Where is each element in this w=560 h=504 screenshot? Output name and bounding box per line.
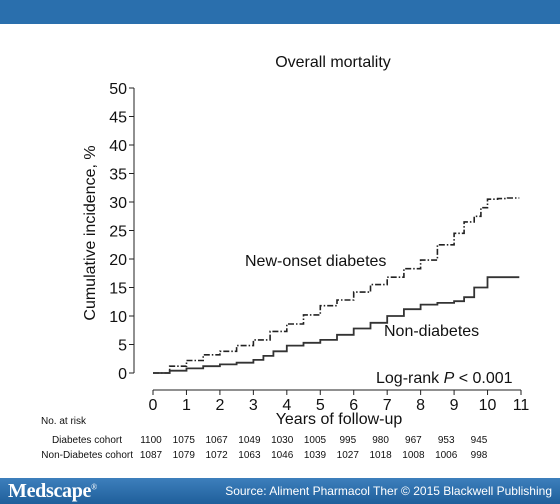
x-tick-label: 8: [416, 397, 425, 414]
y-tick-label: 10: [109, 309, 127, 326]
header-bar: [0, 0, 560, 24]
risk-row-label-non-diabetes: Non-Diabetes cohort: [41, 450, 133, 461]
risk-table-cell: 1039: [304, 450, 327, 461]
x-tick-label: 4: [282, 397, 291, 414]
chart-title: Overall mortality: [275, 54, 391, 71]
series-label-non-diabetes: Non-diabetes: [384, 323, 479, 340]
y-tick-label: 30: [109, 195, 127, 212]
x-tick-label: 7: [383, 397, 392, 414]
y-axis-label: Cumulative incidence, %: [82, 145, 99, 320]
risk-table-cell: 1100: [140, 435, 162, 446]
x-tick-label: 2: [215, 397, 224, 414]
risk-table-header: No. at risk: [41, 416, 87, 427]
x-tick-label: 11: [513, 397, 530, 414]
medscape-logo[interactable]: Medscape®: [8, 480, 97, 502]
log-rank-annotation: Log-rank P < 0.001: [376, 370, 513, 387]
y-tick-label: 35: [109, 167, 127, 184]
source-credit: Source: Aliment Pharmacol Ther © 2015 Bl…: [225, 484, 552, 498]
risk-table-cell: 953: [438, 435, 455, 446]
y-tick-label: 0: [118, 366, 127, 383]
x-tick-label: 6: [349, 397, 358, 414]
x-tick-label: 5: [316, 397, 325, 414]
risk-table-cell: 1008: [402, 450, 425, 461]
risk-table-cell: 998: [471, 450, 488, 461]
risk-table-cell: 1087: [140, 450, 163, 461]
y-tick-label: 45: [109, 110, 127, 127]
x-axis-label: Years of follow-up: [276, 411, 403, 428]
risk-table-values: 1100 1075 1067 1049 1030 1005 995 980 967 953 945 1…: [140, 435, 488, 461]
x-tick-label: 0: [149, 397, 158, 414]
y-tick-label: 20: [109, 252, 127, 269]
y-tick-label: 5: [118, 338, 127, 355]
risk-table-cell: 1063: [238, 450, 261, 461]
risk-table-cell: 1072: [205, 450, 228, 461]
risk-row-label-diabetes: Diabetes cohort: [52, 435, 122, 446]
series-line-non-diabetes: [153, 276, 520, 374]
risk-table-cell: 1030: [271, 435, 294, 446]
series-line-new-onset-diabetes: [153, 197, 520, 374]
header-rule: [0, 24, 560, 26]
risk-table-cell: 1027: [337, 450, 360, 461]
risk-table-cell: 1005: [304, 435, 327, 446]
footer-bar: Medscape® Source: Aliment Pharmacol Ther…: [0, 478, 560, 504]
risk-table-cell: 1067: [205, 435, 228, 446]
x-tick-label: 9: [450, 397, 459, 414]
y-tick-label: 15: [109, 281, 127, 298]
risk-table-cell: 1075: [173, 435, 196, 446]
risk-table-cell: 945: [471, 435, 488, 446]
y-tick-label: 25: [109, 224, 127, 241]
risk-table-cell: 1006: [435, 450, 458, 461]
x-tick-label: 1: [182, 397, 191, 414]
risk-table-cell: 980: [372, 435, 389, 446]
risk-table-cell: 967: [405, 435, 422, 446]
y-tick-label: 50: [109, 81, 127, 98]
y-tick-label: 40: [109, 138, 127, 155]
risk-table-cell: 1018: [369, 450, 392, 461]
risk-table-cell: 1049: [238, 435, 261, 446]
risk-table-cell: 1079: [173, 450, 196, 461]
risk-table-cell: 1046: [271, 450, 294, 461]
x-tick-label: 10: [479, 397, 497, 414]
series-label-new-onset-diabetes: New-onset diabetes: [245, 253, 386, 270]
risk-table-cell: 995: [339, 435, 356, 446]
series-layer: [153, 197, 520, 374]
x-tick-label: 3: [249, 397, 258, 414]
